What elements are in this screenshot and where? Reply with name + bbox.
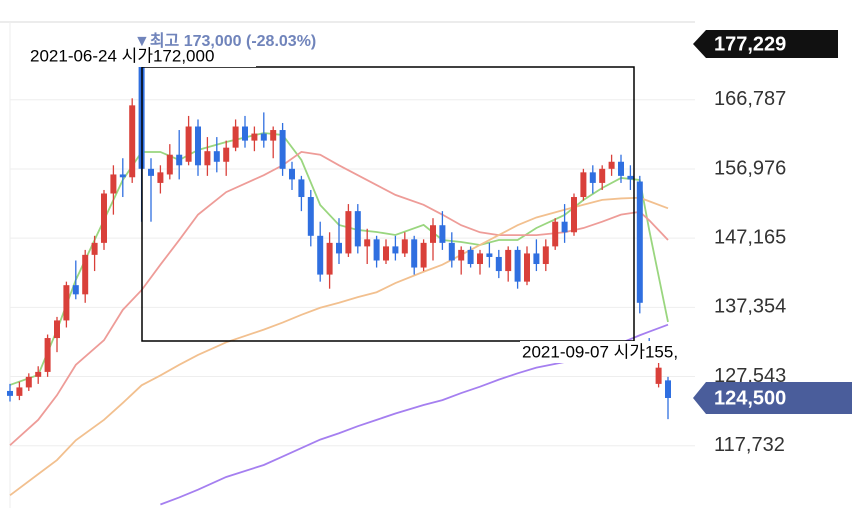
candle-body xyxy=(401,239,408,254)
candle-body xyxy=(157,172,164,183)
candle-body xyxy=(608,161,615,169)
candle-body xyxy=(16,387,23,396)
candle-body xyxy=(392,246,399,254)
candle-body xyxy=(336,242,342,254)
candle-body xyxy=(63,285,70,321)
candle-body xyxy=(166,154,173,175)
candle-body xyxy=(260,133,267,141)
candle-body xyxy=(627,175,634,180)
candle-body xyxy=(298,179,305,198)
candle-body xyxy=(195,126,201,166)
candle-body xyxy=(270,130,277,141)
candle-body xyxy=(430,225,436,243)
candle-body xyxy=(345,211,352,254)
range-start-label: 2021-06-24 시가172,000 xyxy=(30,46,214,65)
candle-body xyxy=(477,253,483,265)
candle-body xyxy=(354,211,361,247)
candle-body xyxy=(54,320,60,339)
candle-body xyxy=(289,168,295,180)
candle-body xyxy=(148,168,154,176)
candle-body xyxy=(251,133,258,141)
candle-body xyxy=(589,172,596,183)
y-axis: 166,787 156,976 147,165 137,354 127,543 117,7… xyxy=(714,88,786,456)
candle-body xyxy=(552,221,559,247)
candle-body xyxy=(213,151,220,162)
candle-body xyxy=(185,126,192,162)
candle-body xyxy=(176,154,183,166)
candle-body xyxy=(524,253,530,282)
y-tick-label: 127,543 xyxy=(714,365,786,387)
candle-body xyxy=(636,181,643,303)
y-tick-label: 117,732 xyxy=(714,434,785,456)
candle-body xyxy=(223,147,230,162)
ma-line xyxy=(9,196,669,497)
top-badge: 177,229 xyxy=(714,33,786,55)
grid xyxy=(10,99,695,447)
candle-body xyxy=(44,338,51,372)
candle-body xyxy=(542,246,549,265)
range-box xyxy=(141,66,635,342)
candle-body xyxy=(561,221,568,233)
candle-body xyxy=(533,253,540,265)
y-tick-label: 156,976 xyxy=(714,157,786,179)
ma-line xyxy=(9,150,669,446)
candle-body xyxy=(326,242,333,275)
candle-body xyxy=(571,197,577,233)
candle-body xyxy=(411,239,418,268)
y-tick-label: 147,165 xyxy=(714,226,786,248)
candle-body xyxy=(7,390,13,396)
annotations: 2021-06-24 시가172,000 2021-09-07 시가155, xyxy=(28,45,705,363)
candle-body xyxy=(204,151,211,166)
candle-body xyxy=(439,225,446,243)
candle-body xyxy=(232,126,239,148)
candle-body xyxy=(242,126,248,141)
candle-body xyxy=(35,371,42,377)
candle-body xyxy=(420,242,427,268)
candle-body xyxy=(373,239,380,261)
label-bg xyxy=(28,45,256,67)
candle-body xyxy=(505,249,512,272)
candle-body xyxy=(317,235,324,275)
candle-body xyxy=(82,254,89,295)
candle-body xyxy=(91,242,98,255)
high-annotation: ▼최고 173,000 (-28.03%) xyxy=(134,31,316,50)
candle-body xyxy=(599,168,606,183)
last-price-badge-bg xyxy=(693,381,852,414)
candle-body xyxy=(364,239,371,247)
candle-body xyxy=(655,367,662,384)
candle-body xyxy=(514,249,521,282)
range-end-label: 2021-09-07 시가155, xyxy=(522,342,678,361)
candle-body xyxy=(25,376,32,388)
candle-body xyxy=(665,380,671,398)
candle-body xyxy=(486,253,493,257)
candle-body xyxy=(129,105,136,178)
candle-body xyxy=(467,249,474,265)
candle-body xyxy=(580,172,587,198)
label-bg xyxy=(520,341,705,363)
candle-body xyxy=(448,242,455,261)
candle-body xyxy=(101,193,107,243)
top-badge-bg xyxy=(693,30,838,58)
candle-body xyxy=(307,197,314,236)
candle-body xyxy=(458,249,465,261)
candle-body xyxy=(279,130,286,169)
y-tick-label: 137,354 xyxy=(714,296,786,318)
candle-body xyxy=(383,246,389,261)
y-tick-label: 166,787 xyxy=(714,88,786,110)
candle-body xyxy=(495,256,502,272)
candle-body xyxy=(119,174,126,178)
candle-body xyxy=(618,161,624,176)
candle-body xyxy=(110,174,117,194)
last-price-badge: 124,500 xyxy=(714,387,786,409)
candle-body xyxy=(72,285,79,295)
